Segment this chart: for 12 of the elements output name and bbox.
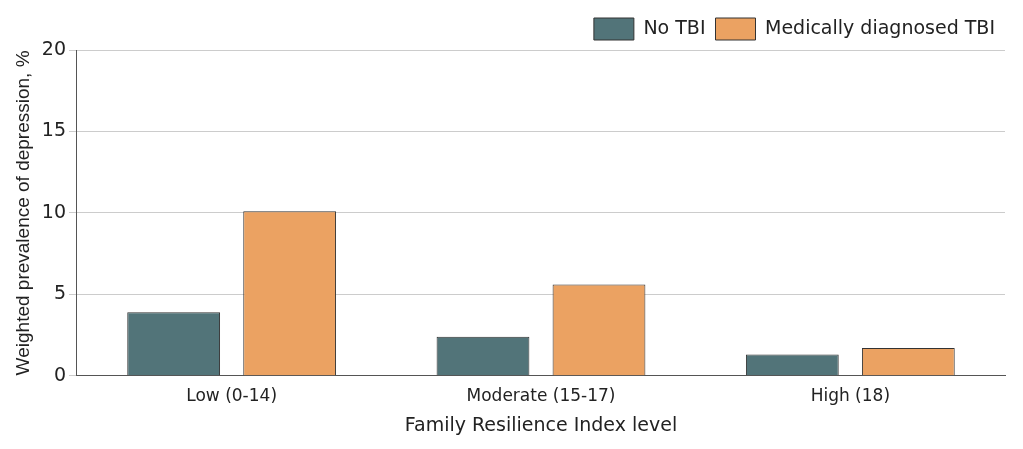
x-axis-title: Family Resilience Index level (404, 412, 678, 435)
y-tick-label: 0 (53, 362, 66, 385)
y-tick-label: 5 (53, 281, 66, 304)
x-tick-label: Low (0-14) (186, 385, 278, 406)
legend-label: No TBI (643, 15, 706, 38)
y-tick-label: 10 (41, 199, 66, 222)
y-tick-label: 15 (41, 118, 66, 141)
y-tick-label: 20 (41, 36, 66, 59)
x-tick-label: Moderate (15-17) (466, 385, 616, 406)
y-axis-title: Weighted prevalence of depression, % (11, 50, 33, 376)
legend-label: Medically diagnosed TBI (765, 15, 996, 38)
x-tick-label: High (18) (810, 385, 891, 406)
